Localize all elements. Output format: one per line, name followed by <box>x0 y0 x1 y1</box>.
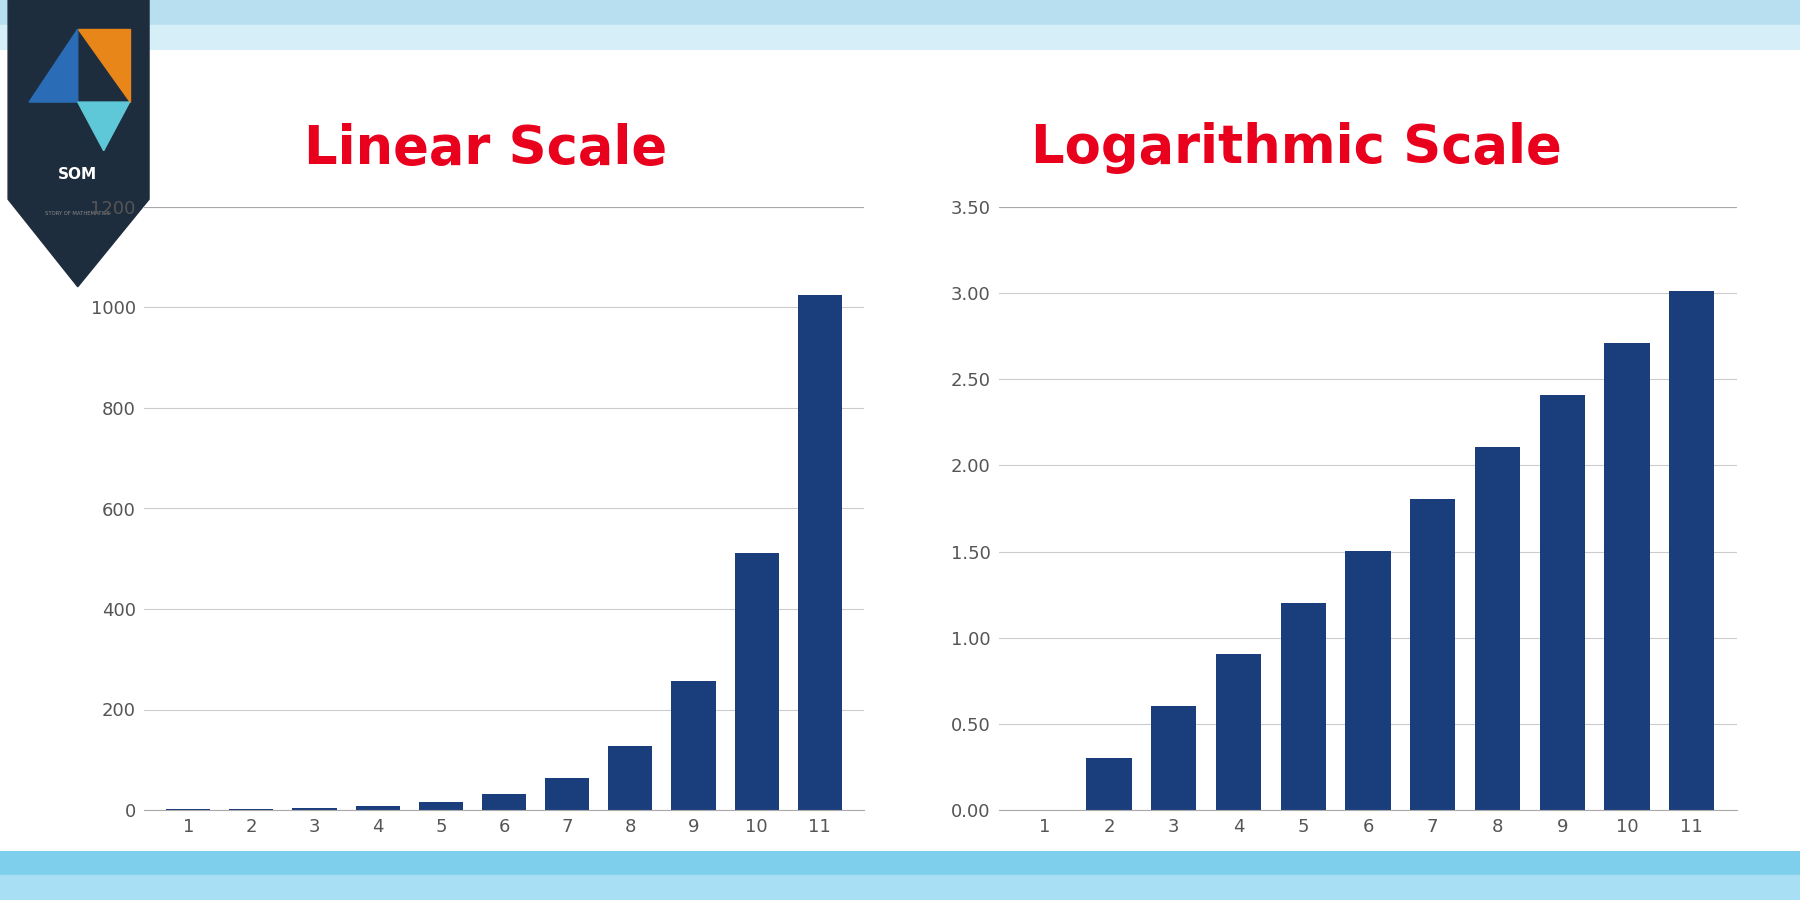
Text: Linear Scale: Linear Scale <box>304 122 668 175</box>
Polygon shape <box>7 0 149 287</box>
Bar <box>1669 292 1714 810</box>
Bar <box>482 794 526 810</box>
Bar <box>229 809 274 810</box>
Bar <box>1215 654 1262 810</box>
Polygon shape <box>29 29 77 102</box>
Bar <box>0 875 1800 900</box>
Bar <box>292 808 337 810</box>
Bar <box>0 850 1800 875</box>
Bar <box>545 778 589 810</box>
Polygon shape <box>77 29 130 102</box>
Bar <box>1409 499 1456 810</box>
Bar <box>1087 758 1132 810</box>
Bar <box>797 295 842 810</box>
Bar <box>1474 447 1521 810</box>
Bar <box>1604 343 1649 810</box>
Text: SOM: SOM <box>58 167 97 183</box>
Bar <box>0 0 1800 24</box>
Bar <box>1152 706 1197 810</box>
Bar <box>1280 603 1327 810</box>
Polygon shape <box>77 102 130 150</box>
Bar <box>1345 551 1391 810</box>
Bar <box>608 746 652 810</box>
Bar <box>1539 395 1584 810</box>
Bar <box>356 806 400 810</box>
Bar <box>419 802 463 810</box>
Bar <box>0 24 1800 50</box>
Text: STORY OF MATHEMATICS: STORY OF MATHEMATICS <box>45 212 110 216</box>
Bar <box>671 681 716 810</box>
Bar <box>734 553 779 810</box>
Text: Logarithmic Scale: Logarithmic Scale <box>1031 122 1561 175</box>
